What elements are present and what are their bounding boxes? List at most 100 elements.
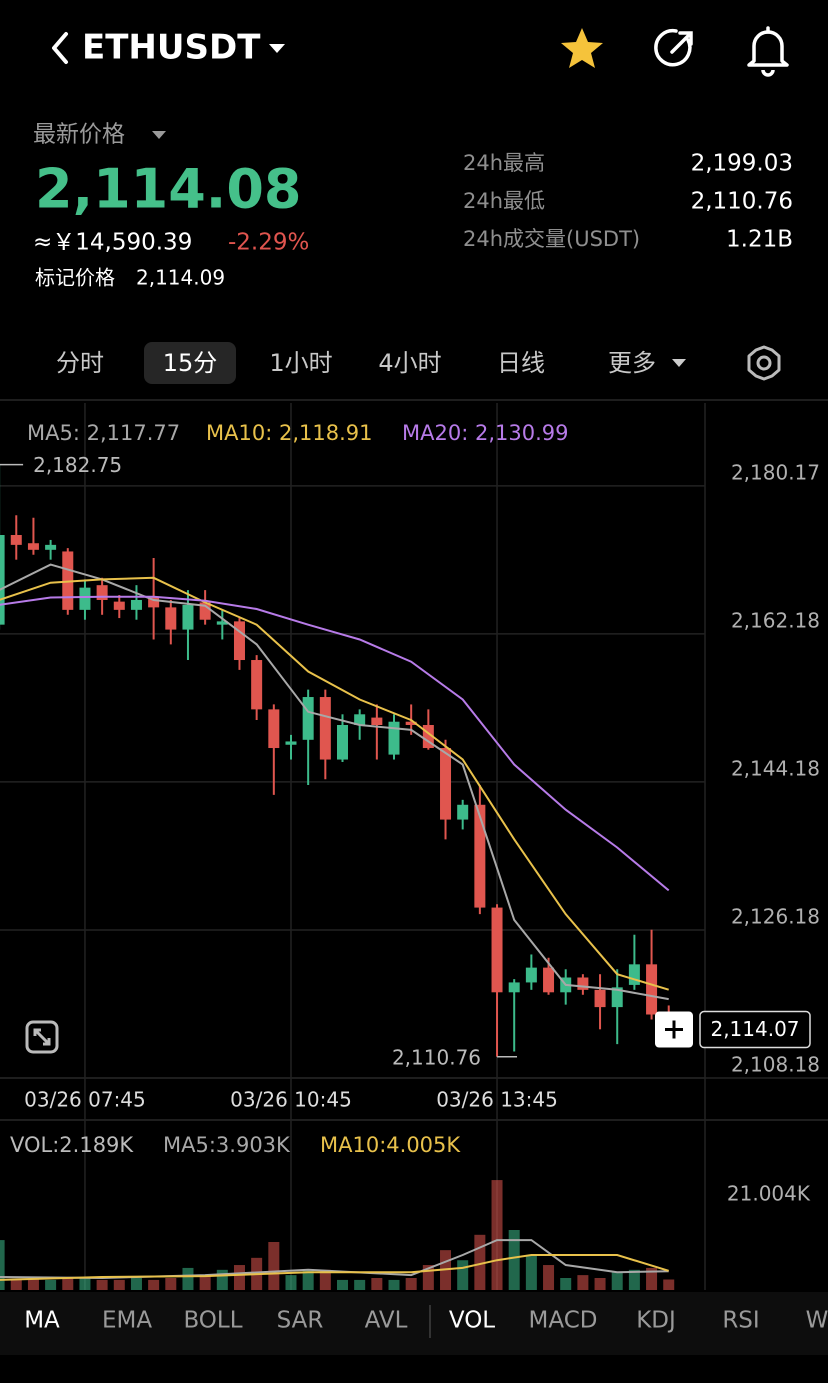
candle-body [165,607,177,630]
legend-entry: MA10:4.005K [320,1133,461,1157]
volume-chart: 21.004K VOL:2.189K MA5:3.903K MA10:4.005K [0,1133,811,1290]
volume-bar [319,1269,331,1290]
volume-bar [62,1278,74,1290]
candle-body [543,967,555,993]
candle-body [79,587,91,610]
candle-body [491,907,503,993]
alert-icon[interactable] [747,26,789,77]
indicator-tab[interactable]: SAR [277,1308,324,1334]
volume-bar [611,1272,623,1290]
volume-bar [233,1265,245,1290]
cny-price: ≈￥14,590.39 [33,230,192,256]
y-tick-label: 2,108.18 [731,1053,820,1077]
candle-body [199,602,211,620]
volume-bar [543,1265,555,1290]
indicator-tab[interactable]: VOL [449,1308,495,1334]
volume-bar [148,1279,160,1290]
ma-line [0,595,670,892]
price-label[interactable]: 最新价格 [33,122,125,148]
stats: 24h最高 2,199.03 24h最低 2,110.76 24h成交量(USDT) 1.… [463,151,793,253]
legend-entry: MA5: 2,117.77 [27,421,180,445]
settings-icon[interactable] [747,345,781,381]
indicator-tab[interactable]: KDJ [636,1308,676,1334]
indicator-tab[interactable]: RSI [722,1308,759,1334]
candle-body [371,717,383,725]
tab[interactable]: 更多 [608,349,656,377]
indicator-tab[interactable]: AVL [365,1308,408,1334]
y-tick-label: 2,144.18 [731,756,820,780]
mark-price: 2,114.09 [136,266,225,290]
ma-line [0,563,669,1001]
candle-body [233,621,245,661]
candle-body [27,543,39,550]
volume-bar [525,1254,537,1290]
ma-line [0,576,669,991]
volume-bar [371,1278,383,1290]
candle-body [45,544,57,550]
candle-body [440,748,452,820]
candle-body [457,804,469,820]
x-tick-label: 03/26 10:45 [230,1088,352,1112]
x-tick-label: 03/26 13:45 [436,1088,558,1112]
volume-bar [130,1278,142,1290]
symbol[interactable]: ETHUSDT [82,28,261,68]
candle-body [182,604,194,630]
candle-body [474,804,486,908]
tab[interactable]: 4小时 [378,349,441,377]
indicator-tab[interactable]: MA [24,1308,60,1334]
volume-bar [182,1267,194,1290]
candle-body [577,977,589,990]
crosshair-plus[interactable] [665,1020,683,1039]
y-tick-label: 21.004K [727,1182,811,1206]
candle-body [594,989,606,1008]
indicator-tab[interactable]: MACD [529,1308,598,1334]
low-label: 2,110.76 [392,1045,481,1069]
candle-body [525,967,537,983]
volume-bar [199,1276,211,1290]
symbol-caret[interactable] [269,44,285,53]
volume-bar [10,1279,22,1290]
share-icon[interactable] [654,28,693,67]
volume-bar [79,1278,91,1290]
tab[interactable]: 15分 [163,349,218,377]
stat-label: 24h最高 [463,151,545,175]
candle-body [148,596,160,608]
indicators: MA EMA BOLL SAR AVL VOL MACD KDJ RSI W [24,1308,828,1334]
more-caret[interactable] [672,359,686,367]
legend-entry: MA5:3.903K [163,1133,291,1157]
volume-bar [302,1269,314,1290]
candle-body [628,964,640,985]
fullscreen-button[interactable] [25,1020,59,1054]
ma-line [0,1254,669,1281]
volume-bar [216,1269,228,1290]
candle-body [508,982,520,993]
legend-entry: VOL:2.189K [10,1133,134,1157]
stat-value: 1.21B [726,227,793,253]
tab[interactable]: 分时 [56,349,104,377]
volume-bar [646,1267,658,1290]
candle-body [388,721,400,755]
candle-body [422,724,434,749]
tab[interactable]: 日线 [497,349,545,377]
volume-bar [165,1278,177,1290]
x-tick-label: 03/26 07:45 [24,1088,146,1112]
y-tick-label: 2,126.18 [731,904,820,928]
volume-bar [474,1234,486,1290]
back-button[interactable] [52,32,68,64]
volume-bar [27,1278,39,1290]
favorite-icon[interactable] [561,28,603,68]
indicator-tab[interactable]: BOLL [183,1308,242,1334]
candle-body [354,714,366,725]
indicator-tab[interactable]: W [806,1308,828,1334]
volume-bar [628,1269,640,1290]
y-tick-label: 2,180.17 [731,460,820,484]
volume-bar [113,1279,125,1290]
legend-entry: MA10: 2,118.91 [206,421,372,445]
tab[interactable]: 1小时 [269,349,332,377]
volume-bar [285,1275,297,1290]
volume-bar [405,1278,417,1290]
indicator-tab[interactable]: EMA [102,1308,152,1334]
stat-label: 24h成交量(USDT) [463,227,640,251]
price-label-caret[interactable] [152,131,166,139]
last-price-label: 2,114.07 [710,1017,799,1041]
